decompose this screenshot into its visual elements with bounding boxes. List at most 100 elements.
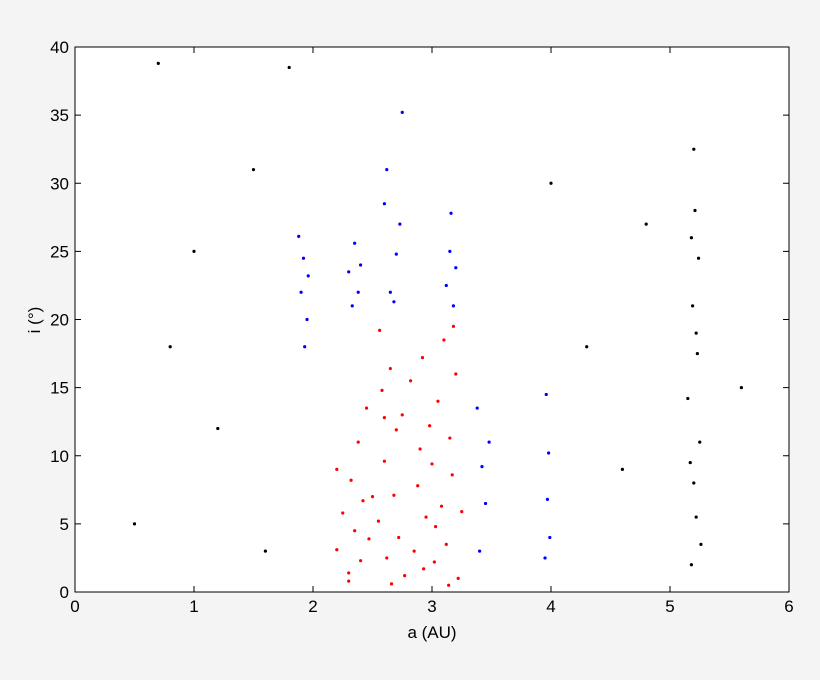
- x-tick-label: 6: [784, 597, 793, 616]
- point: [394, 428, 398, 432]
- point: [430, 462, 434, 466]
- point: [263, 549, 267, 553]
- point: [403, 574, 407, 578]
- point: [378, 328, 382, 332]
- point: [451, 304, 456, 308]
- x-tick-label: 2: [308, 597, 317, 616]
- point: [382, 202, 386, 206]
- point: [353, 241, 357, 245]
- point: [306, 274, 310, 278]
- point: [585, 345, 589, 349]
- point: [156, 61, 160, 65]
- point: [335, 548, 339, 552]
- point: [692, 147, 696, 151]
- y-tick-label: 0: [60, 583, 69, 602]
- plot-area: [74, 46, 790, 593]
- point: [132, 522, 137, 526]
- y-tick-label: 15: [50, 379, 69, 398]
- point: [216, 426, 220, 431]
- point: [382, 416, 386, 420]
- point: [349, 478, 353, 482]
- point: [347, 270, 351, 274]
- point: [356, 290, 360, 294]
- point: [299, 290, 303, 294]
- x-tick-label: 5: [665, 597, 674, 616]
- point: [428, 424, 432, 428]
- point: [447, 583, 451, 587]
- point: [416, 484, 420, 488]
- point: [698, 440, 702, 444]
- point: [436, 399, 440, 403]
- x-tick-label: 1: [189, 597, 198, 616]
- point: [400, 413, 404, 417]
- point: [454, 372, 458, 376]
- point: [444, 283, 448, 288]
- point: [449, 211, 453, 215]
- point: [460, 510, 464, 514]
- y-axis-label: i (°): [25, 307, 44, 334]
- point: [547, 451, 551, 455]
- point: [192, 249, 196, 253]
- point: [439, 504, 444, 508]
- point: [548, 535, 552, 540]
- point: [693, 208, 697, 213]
- point: [305, 317, 309, 322]
- point: [400, 110, 404, 114]
- point: [303, 345, 307, 349]
- point: [487, 440, 491, 444]
- point: [483, 501, 488, 506]
- point: [689, 563, 694, 567]
- point: [385, 168, 389, 172]
- point: [397, 535, 401, 540]
- point: [297, 234, 301, 238]
- point: [382, 459, 386, 463]
- y-tick-label: 20: [50, 311, 69, 330]
- point: [301, 256, 306, 260]
- point: [694, 331, 698, 335]
- point: [392, 493, 396, 497]
- y-tick-label: 30: [50, 174, 69, 193]
- point: [448, 436, 452, 440]
- point: [480, 465, 484, 469]
- point: [432, 560, 436, 564]
- y-tick-label: 10: [50, 447, 69, 466]
- x-tick-label: 0: [70, 597, 79, 616]
- point: [454, 266, 458, 270]
- point: [686, 396, 690, 401]
- point: [350, 304, 354, 308]
- point: [475, 406, 479, 410]
- point: [418, 447, 422, 451]
- x-tick-label: 3: [427, 597, 436, 616]
- point: [448, 249, 452, 253]
- point: [444, 542, 448, 546]
- point: [694, 515, 698, 519]
- y-tick-label: 40: [50, 38, 69, 57]
- point: [251, 168, 256, 172]
- point: [433, 525, 438, 529]
- point: [545, 497, 550, 501]
- point: [549, 181, 553, 185]
- point: [367, 537, 371, 541]
- point: [688, 460, 692, 465]
- point: [353, 529, 357, 533]
- point: [394, 252, 398, 256]
- point: [692, 481, 696, 485]
- point: [420, 356, 425, 360]
- point: [543, 556, 547, 560]
- point: [398, 222, 402, 226]
- point: [364, 406, 369, 410]
- point: [335, 467, 339, 471]
- point: [412, 549, 416, 553]
- point: [388, 366, 392, 371]
- x-tick-label: 4: [546, 597, 555, 616]
- point: [408, 379, 413, 383]
- point: [442, 338, 446, 342]
- point: [422, 567, 426, 571]
- point: [376, 519, 381, 523]
- point: [696, 256, 701, 260]
- point: [356, 440, 360, 444]
- x-axis-label: a (AU): [407, 623, 456, 642]
- point: [359, 559, 363, 563]
- point: [385, 556, 389, 560]
